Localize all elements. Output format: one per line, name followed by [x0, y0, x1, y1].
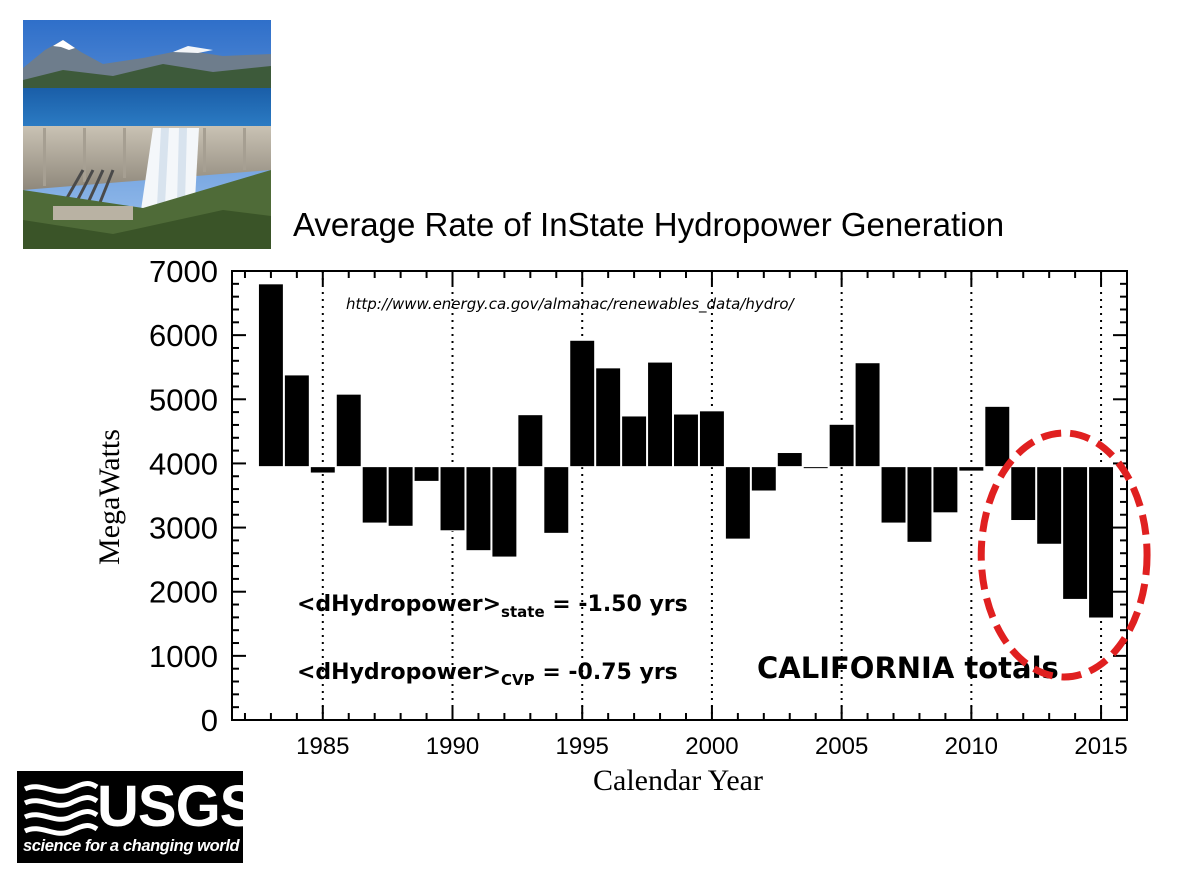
- plot-frame: [231, 270, 1128, 721]
- bar-1985: [309, 466, 336, 474]
- bar-2014: [1062, 466, 1089, 600]
- highlight-ellipse: [977, 429, 1151, 681]
- source-url: http://www.energy.ca.gov/almanac/renewab…: [346, 295, 796, 314]
- bar-2003: [776, 452, 803, 468]
- y-tick-label-5000: 5000: [149, 382, 218, 417]
- bar-1998: [647, 361, 674, 468]
- usgs-tagline: science for a changing world: [23, 837, 240, 855]
- bar-2004: [802, 466, 829, 470]
- bar-2009: [932, 466, 959, 514]
- annotation-state-suffix: = -1.50 yrs: [545, 592, 688, 617]
- x-tick-label-1985: 1985: [296, 733, 349, 760]
- bar-2013: [1036, 466, 1063, 545]
- axis-ticks: 1985 1990 1995 2000 2005 2010 2015 0 1000 2000 300…: [149, 254, 1128, 760]
- usgs-wordmark: USGS: [97, 774, 258, 839]
- annotation-state: <dHydropower>state = -1.50 yrs: [297, 592, 688, 621]
- x-tick-label-2010: 2010: [945, 733, 998, 760]
- annotation-cvp-sub: CVP: [501, 671, 535, 689]
- bar-1984: [283, 374, 310, 468]
- bar-2000: [698, 410, 725, 468]
- annotation-cvp-suffix: = -0.75 yrs: [535, 660, 678, 685]
- y-tick-label-0: 0: [201, 703, 218, 738]
- bar-1988: [387, 466, 414, 527]
- y-tick-label-4000: 4000: [149, 446, 218, 481]
- y-tick-label-2000: 2000: [149, 575, 218, 610]
- usgs-wave-icon: [23, 781, 99, 836]
- bar-2007: [880, 466, 907, 524]
- y-tick-label-7000: 7000: [149, 254, 218, 289]
- bar-2008: [906, 466, 933, 543]
- y-tick-label-3000: 3000: [149, 511, 218, 546]
- dam-photo: [23, 20, 271, 249]
- usgs-logo: USGS science for a changing world: [17, 771, 258, 863]
- bar-1996: [595, 367, 622, 468]
- bar-2015: [1088, 466, 1115, 619]
- annotation-cvp-prefix: <dHydropower>: [297, 660, 501, 685]
- y-tick-label-1000: 1000: [149, 639, 218, 674]
- dam-photo-drawing: [23, 20, 271, 249]
- annotation-state-sub: state: [501, 603, 545, 621]
- x-tick-label-1990: 1990: [426, 733, 479, 760]
- x-axis-label: Calendar Year: [593, 764, 763, 797]
- bar-1990: [439, 466, 466, 532]
- california-totals-label: CALIFORNIA totals: [757, 651, 1059, 685]
- bar-1992: [491, 466, 518, 558]
- x-tick-label-2015: 2015: [1074, 733, 1127, 760]
- bar-1989: [413, 466, 440, 482]
- bar-1997: [621, 415, 648, 468]
- x-tick-label-2000: 2000: [685, 733, 738, 760]
- bar-1999: [673, 413, 699, 468]
- x-tick-label-2005: 2005: [815, 733, 868, 760]
- y-axis-label: MegaWatts: [93, 429, 126, 565]
- bar-1987: [361, 466, 388, 524]
- bar-1986: [335, 393, 362, 468]
- y-tick-label-6000: 6000: [149, 318, 218, 353]
- bar-2001: [724, 466, 751, 540]
- bar-2002: [750, 466, 777, 492]
- bar-2010: [958, 466, 985, 472]
- annotation-state-prefix: <dHydropower>: [297, 592, 501, 617]
- annotation-cvp: <dHydropower>CVP = -0.75 yrs: [297, 660, 678, 689]
- bar-2005: [828, 423, 855, 468]
- bars: [257, 283, 1115, 619]
- bar-1995: [569, 339, 596, 468]
- bar-2012: [1010, 466, 1037, 522]
- bar-1993: [517, 414, 544, 468]
- chart-title: Average Rate of InState Hydropower Gener…: [293, 206, 1005, 243]
- bar-1983: [257, 283, 284, 468]
- bar-2011: [984, 405, 1011, 468]
- bar-1991: [465, 466, 492, 552]
- bar-1994: [543, 466, 570, 534]
- plot-border: [231, 270, 1128, 721]
- bar-2006: [854, 362, 881, 468]
- x-tick-label-1995: 1995: [556, 733, 609, 760]
